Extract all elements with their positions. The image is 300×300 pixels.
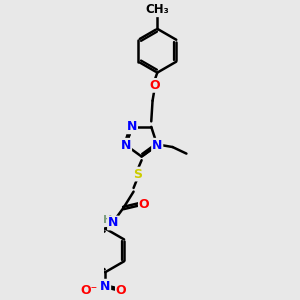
Text: O⁻: O⁻: [80, 284, 98, 297]
Text: N: N: [100, 280, 110, 292]
Text: N: N: [152, 139, 162, 152]
Text: H: H: [103, 215, 112, 225]
Text: O: O: [149, 79, 160, 92]
Text: N: N: [121, 139, 131, 152]
Text: O: O: [139, 198, 149, 211]
Text: CH₃: CH₃: [146, 3, 169, 16]
Text: N: N: [127, 120, 137, 133]
Text: N: N: [108, 217, 118, 230]
Text: O: O: [116, 284, 127, 297]
Text: S: S: [133, 168, 142, 181]
